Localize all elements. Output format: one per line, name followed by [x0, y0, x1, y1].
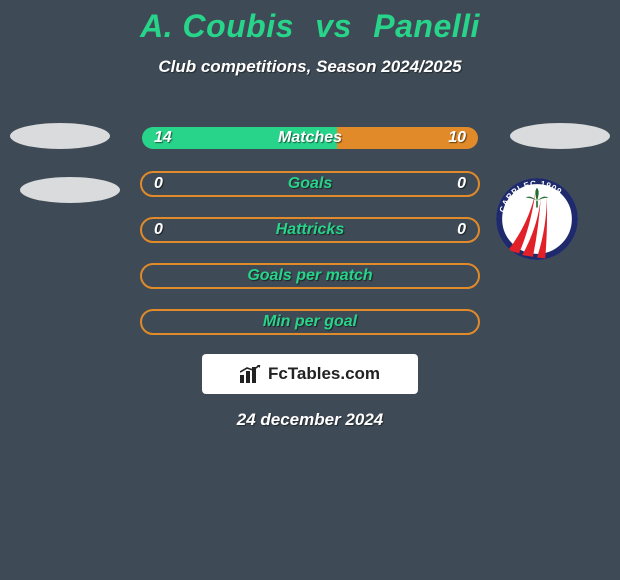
- stat-label: Goals per match: [142, 265, 478, 287]
- player1-name: A. Coubis: [140, 8, 294, 44]
- stat-label: Goals: [142, 173, 478, 195]
- stat-row: Min per goal: [140, 309, 480, 335]
- stat-row: Matches14 10: [140, 125, 480, 151]
- stat-value-right: 0: [457, 173, 466, 195]
- club-badge-right-1: [510, 123, 610, 149]
- comparison-card: A. Coubis vs Panelli Club competitions, …: [0, 0, 620, 580]
- club-crest-right: CARPI FC 1909: [496, 178, 578, 260]
- brand-text: FcTables.com: [268, 364, 380, 384]
- stat-value-left: 0: [154, 173, 163, 195]
- stat-row: Goals0 0: [140, 171, 480, 197]
- stat-value-left: 0: [154, 219, 163, 241]
- stat-value-right: 0: [457, 219, 466, 241]
- stat-value-left: 14: [154, 127, 172, 149]
- subtitle: Club competitions, Season 2024/2025: [0, 57, 620, 77]
- club-crest-icon: CARPI FC 1909: [496, 178, 578, 260]
- bar-chart-icon: [240, 365, 262, 383]
- stat-label: Min per goal: [142, 311, 478, 333]
- stat-rows: Matches1410Goals00Hattricks00Goals per m…: [140, 125, 480, 355]
- stat-label: Matches: [142, 127, 478, 149]
- club-badge-left-1: [10, 123, 110, 149]
- club-badge-left-2: [20, 177, 120, 203]
- stat-value-right: 10: [448, 127, 466, 149]
- vs-label: vs: [315, 8, 352, 44]
- brand-box: FcTables.com: [202, 354, 418, 394]
- player2-name: Panelli: [373, 8, 480, 44]
- page-title: A. Coubis vs Panelli: [0, 0, 620, 45]
- stat-row: Hattricks0 0: [140, 217, 480, 243]
- stat-row: Goals per match: [140, 263, 480, 289]
- date-text: 24 december 2024: [0, 410, 620, 430]
- stat-label: Hattricks: [142, 219, 478, 241]
